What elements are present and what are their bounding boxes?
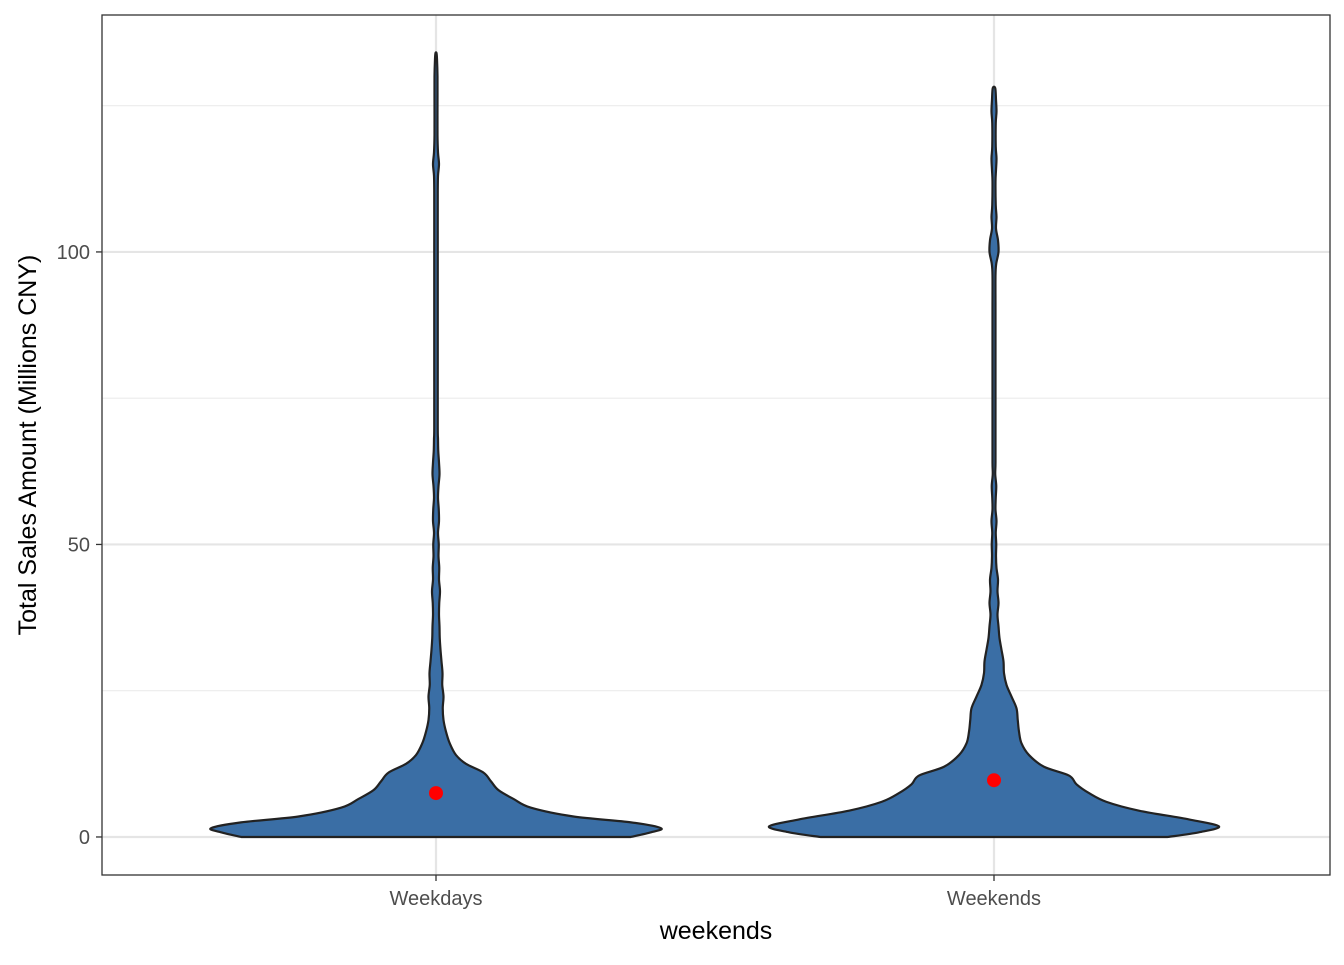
plot-panel-border xyxy=(101,14,1331,876)
axes: 0 50 100 Weekdays Weekends xyxy=(57,242,1041,910)
x-tick-label: Weekdays xyxy=(389,888,482,910)
y-tick-label: 100 xyxy=(57,242,90,264)
x-tick-label: Weekends xyxy=(947,888,1041,910)
y-axis-title: Total Sales Amount (Millions CNY) xyxy=(14,255,42,636)
violins xyxy=(209,51,1221,839)
violin-weekends xyxy=(767,85,1221,839)
y-tick-label: 0 xyxy=(79,827,90,849)
violin-weekdays xyxy=(209,51,663,839)
mean-point-weekdays xyxy=(429,786,443,801)
plot-panel xyxy=(102,15,1330,875)
mean-point-weekends xyxy=(987,773,1001,788)
y-tick-label: 50 xyxy=(68,534,90,556)
mean-points xyxy=(429,773,1001,801)
x-axis-title: weekends xyxy=(659,917,773,945)
